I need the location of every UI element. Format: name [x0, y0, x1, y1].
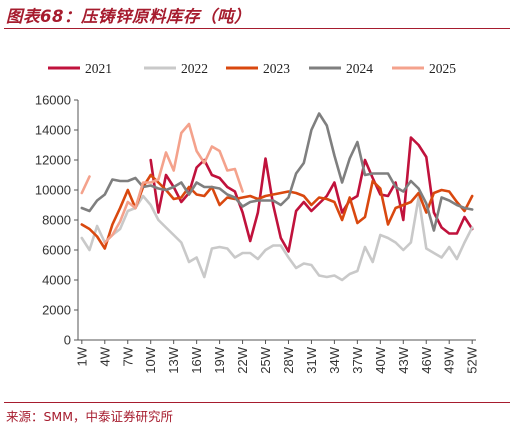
x-axis: 1W 4W 7W 10W 13W 16W 19W 22W 25W 28W 31W 34W 37W 40W 4…: [74, 339, 480, 374]
x-tick-label: 16W: [189, 346, 204, 373]
legend-label-2025: 2025: [429, 61, 456, 76]
x-tick-label: 49W: [442, 346, 457, 373]
legend-label-2024: 2024: [346, 61, 373, 76]
x-tick-label: 22W: [235, 346, 250, 373]
x-tick-label: 7W: [120, 346, 135, 366]
title-divider: [4, 28, 510, 29]
x-tick-label: 43W: [396, 346, 411, 373]
y-tick-label: 16000: [35, 93, 71, 108]
legend-label-2022: 2022: [181, 61, 208, 76]
source-note: 来源：SMM，中泰证券研究所: [6, 409, 174, 424]
series-line-2024: [80, 112, 474, 232]
x-tick-label: 13W: [166, 346, 181, 373]
x-tick-label: 52W: [465, 346, 480, 373]
y-tick-label: 8000: [42, 213, 71, 228]
legend-label-2021: 2021: [85, 61, 112, 76]
x-tick-label: 34W: [327, 346, 342, 373]
y-tick-label: 0: [64, 333, 71, 348]
x-tick-label: 40W: [373, 346, 388, 373]
y-tick-label: 6000: [42, 243, 71, 258]
footer-divider: [4, 402, 510, 403]
series-line-2025: [80, 122, 244, 244]
series-lines: [80, 112, 474, 282]
x-tick-label: 19W: [212, 346, 227, 373]
x-tick-label: 28W: [281, 346, 296, 373]
y-tick-label: 4000: [42, 273, 71, 288]
x-tick-label: 25W: [258, 346, 273, 373]
y-axis: 0 2000 4000 6000 8000 10000 12000 14000 16000: [35, 93, 79, 348]
x-tick-label: 46W: [419, 346, 434, 373]
series-line-2022: [80, 194, 474, 282]
series-line-2023: [80, 173, 474, 250]
x-tick-label: 1W: [74, 346, 89, 366]
x-tick-label: 37W: [350, 346, 365, 373]
y-tick-label: 14000: [35, 123, 71, 138]
x-tick-label: 4W: [97, 346, 112, 366]
chart-legend: 2021 2022 2023 2024 2025: [48, 61, 456, 76]
y-tick-label: 12000: [35, 153, 71, 168]
y-tick-label: 10000: [35, 183, 71, 198]
y-tick-label: 2000: [42, 303, 71, 318]
legend-label-2023: 2023: [263, 61, 290, 76]
x-tick-label: 10W: [143, 346, 158, 373]
x-tick-label: 31W: [304, 346, 319, 373]
chart-title: 图表68：压铸锌原料库存（吨）: [6, 7, 251, 26]
